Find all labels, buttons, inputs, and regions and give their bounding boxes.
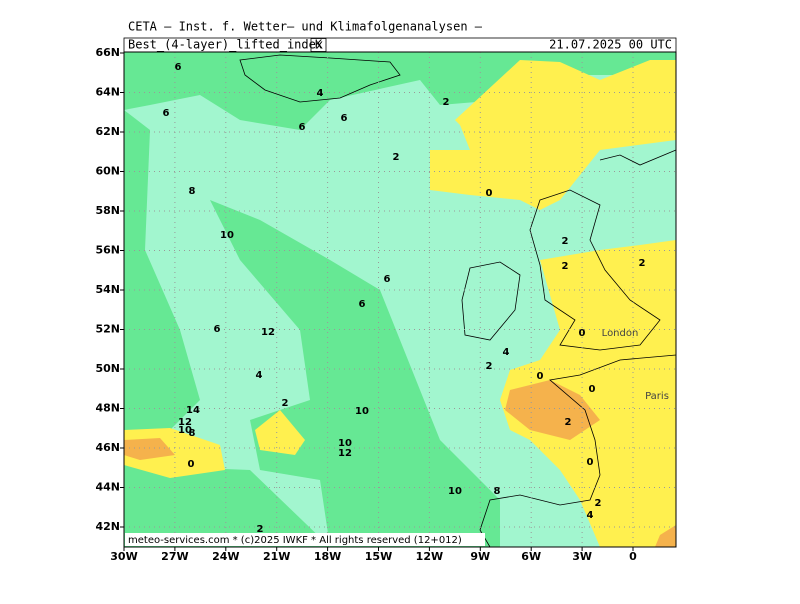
coastlines	[239, 54, 677, 548]
lon-label: 24W	[212, 550, 239, 563]
field-orange	[505, 380, 600, 440]
lon-label: 18W	[314, 550, 341, 563]
contour-label: 12	[338, 448, 352, 459]
contour-label: 6	[163, 108, 170, 119]
place-label: Paris	[645, 391, 669, 402]
lat-label: 56N	[95, 244, 120, 257]
frame	[123, 51, 677, 548]
lat-label: 58N	[95, 204, 120, 217]
lon-label: 0	[629, 550, 637, 563]
contour-label: 2	[562, 236, 569, 247]
lat-label: 46N	[95, 441, 120, 454]
contour-label: 0	[579, 328, 586, 339]
contour-label: 14	[186, 405, 200, 416]
contour-label: 10	[338, 438, 352, 449]
contour-label: 4	[503, 347, 510, 358]
field-orange	[655, 525, 676, 547]
contour-label: 2	[565, 417, 572, 428]
contour-label: 6	[299, 122, 306, 133]
contour-label: 2	[393, 152, 400, 163]
lon-label: 3W	[572, 550, 592, 563]
lat-label: 64N	[95, 86, 120, 99]
field-mid	[124, 465, 330, 547]
contour-label: 4	[587, 510, 594, 521]
contour-label: 0	[188, 459, 195, 470]
contour-label: 10	[220, 230, 234, 241]
contour-label: 2	[257, 524, 264, 535]
contour-label: 10	[448, 486, 462, 497]
graticule	[120, 52, 676, 551]
lat-label: 60N	[95, 165, 120, 178]
field-yellow	[255, 410, 305, 455]
contour-label: 0	[587, 457, 594, 468]
contour-label: 8	[189, 428, 196, 439]
contour-label: 10	[355, 406, 369, 417]
place-label: London	[602, 328, 639, 339]
valid-time: 21.07.2025 00 UTC	[549, 38, 672, 52]
field-orange	[124, 438, 175, 460]
lat-label: 48N	[95, 402, 120, 415]
contour-label: 8	[494, 486, 501, 497]
norway	[599, 149, 677, 166]
lon-label: 6W	[521, 550, 541, 563]
unit: K	[315, 38, 323, 52]
lon-label: 27W	[161, 550, 188, 563]
lat-label: 52N	[95, 323, 120, 336]
lon-label: 30W	[110, 550, 137, 563]
iceland	[239, 54, 401, 103]
field	[124, 52, 676, 547]
contour-label: 10	[178, 425, 192, 436]
lon-label: 21W	[263, 550, 290, 563]
lat-label: 42N	[95, 520, 120, 533]
contour-label: 6	[384, 274, 391, 285]
ireland	[461, 261, 521, 341]
footer-bg	[125, 533, 485, 546]
lat-label: 44N	[95, 481, 120, 494]
contour-label: 6	[175, 62, 182, 73]
contour-label: 4	[256, 370, 263, 381]
contour-label: 2	[562, 261, 569, 272]
contour-label: 12	[261, 327, 275, 338]
field-yellow	[500, 240, 676, 547]
lon-label: 12W	[416, 550, 443, 563]
contour-label: 2	[486, 361, 493, 372]
contour-label: 6	[359, 299, 366, 310]
lon-label: 9W	[470, 550, 490, 563]
field-yellow	[430, 60, 676, 210]
contour-label: 0	[537, 371, 544, 382]
field-mid	[124, 110, 200, 430]
contour-label: 6	[214, 324, 221, 335]
contour-label: 6	[341, 113, 348, 124]
footer: meteo-services.com * (c)2025 IWKF * All …	[128, 535, 462, 546]
britain	[529, 189, 661, 351]
contour-label: 12	[178, 417, 192, 428]
contour-label: 2	[282, 398, 289, 409]
lat-label: 66N	[95, 46, 120, 59]
contour-label: 2	[443, 97, 450, 108]
institute: CETA — Inst. f. Wetter— und Klimafolgena…	[128, 20, 483, 34]
contour-label: 0	[486, 188, 493, 199]
field-mid	[210, 200, 500, 547]
contour-label: 4	[317, 88, 324, 99]
lat-label: 54N	[95, 283, 120, 296]
lon-label: 15W	[365, 550, 392, 563]
contour-label: 0	[589, 384, 596, 395]
contour-label: 8	[189, 186, 196, 197]
contour-label: 2	[639, 258, 646, 269]
lat-label: 50N	[95, 362, 120, 375]
parameter: Best_(4-layer)_lifted_index	[128, 38, 323, 52]
france-iberia	[479, 354, 677, 548]
contour-label: 2	[595, 498, 602, 509]
lat-label: 62N	[95, 125, 120, 138]
